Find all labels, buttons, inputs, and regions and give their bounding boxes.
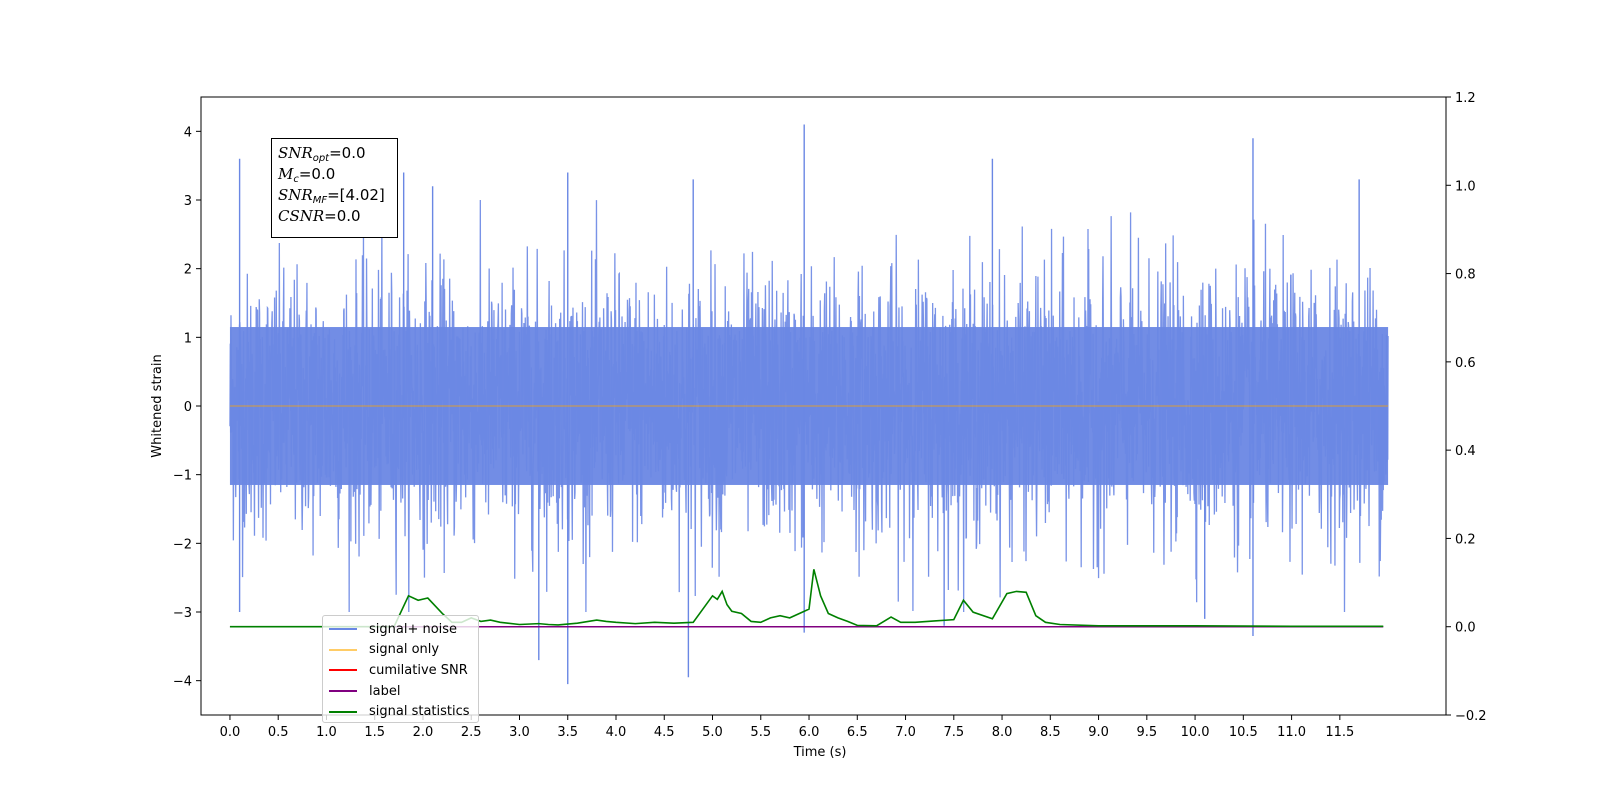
y-tick-label: 0 bbox=[184, 400, 192, 415]
legend-label: signal statistics bbox=[369, 704, 470, 720]
y-tick-label: −4 bbox=[173, 675, 192, 690]
legend-swatch-cumulative-snr bbox=[329, 669, 357, 672]
x-tick-label: 7.0 bbox=[895, 725, 916, 740]
x-tick-label: 5.0 bbox=[702, 725, 723, 740]
x-tick-label: 2.5 bbox=[461, 725, 482, 740]
legend-item-signal-only: signal only bbox=[329, 640, 472, 661]
legend-label: cumilative SNR bbox=[369, 662, 468, 678]
legend-item-signal-noise: signal+ noise bbox=[329, 619, 472, 640]
y-tick-label: −2 bbox=[173, 537, 192, 552]
x-tick-label: 8.5 bbox=[1040, 725, 1061, 740]
x-tick-label: 6.0 bbox=[799, 725, 820, 740]
legend-label: signal+ noise bbox=[369, 621, 458, 637]
x-axis-label: Time (s) bbox=[793, 745, 847, 760]
snr-mf-line: SNRMF=[4.02] bbox=[278, 186, 385, 206]
y2-tick-label: 0.0 bbox=[1455, 621, 1476, 636]
x-tick-label: 3.0 bbox=[509, 725, 530, 740]
x-tick-label: 7.5 bbox=[943, 725, 964, 740]
y2-tick-label: 0.6 bbox=[1455, 356, 1476, 371]
legend-label: signal only bbox=[369, 642, 440, 658]
y-tick-label: 1 bbox=[184, 331, 192, 346]
x-tick-label: 8.0 bbox=[992, 725, 1013, 740]
csnr-line: CSNR=0.0 bbox=[278, 207, 361, 225]
y2-tick-label: 0.4 bbox=[1455, 444, 1476, 459]
x-tick-label: 6.5 bbox=[847, 725, 868, 740]
x-tick-label: 10.5 bbox=[1229, 725, 1258, 740]
y-tick-label: 4 bbox=[184, 125, 192, 140]
y2-tick-label: 1.0 bbox=[1455, 179, 1476, 194]
x-tick-label: 10.0 bbox=[1181, 725, 1210, 740]
x-tick-label: 11.0 bbox=[1277, 725, 1306, 740]
y-axis-label: Whitened strain bbox=[150, 354, 165, 457]
x-tick-label: 0.5 bbox=[268, 725, 289, 740]
x-tick-label: 5.5 bbox=[750, 725, 771, 740]
snr-annotation-box: SNRopt=0.0 Mc=0.0 SNRMF=[4.02] CSNR=0.0 bbox=[271, 138, 398, 238]
x-tick-label: 1.5 bbox=[364, 725, 385, 740]
legend-item-cumulative-snr: cumilative SNR bbox=[329, 660, 472, 681]
x-tick-label: 9.0 bbox=[1088, 725, 1109, 740]
legend-label: label bbox=[369, 683, 401, 699]
y-tick-label: −1 bbox=[173, 469, 192, 484]
y-tick-label: −3 bbox=[173, 606, 192, 621]
y-tick-label: 3 bbox=[184, 194, 192, 209]
x-tick-label: 2.0 bbox=[413, 725, 434, 740]
legend-item-label: label bbox=[329, 681, 472, 702]
x-tick-label: 3.5 bbox=[557, 725, 578, 740]
plot-frame bbox=[200, 96, 1447, 716]
y2-tick-label: 0.2 bbox=[1455, 532, 1476, 547]
legend-swatch-signal-noise bbox=[329, 628, 357, 631]
y-tick-label: 2 bbox=[184, 263, 192, 278]
y2-tick-label: −0.2 bbox=[1455, 709, 1487, 724]
legend-swatch-signal-statistics bbox=[329, 710, 357, 713]
legend-swatch-signal-only bbox=[329, 648, 357, 651]
y2-tick-label: 0.8 bbox=[1455, 268, 1476, 283]
y2-tick-label: 1.2 bbox=[1455, 91, 1476, 106]
legend-swatch-label bbox=[329, 690, 357, 693]
legend-item-signal-statistics: signal statistics bbox=[329, 701, 472, 722]
legend: signal+ noise signal only cumilative SNR… bbox=[322, 615, 479, 723]
x-tick-label: 0.0 bbox=[220, 725, 241, 740]
snr-opt-line: SNRopt=0.0 bbox=[278, 144, 366, 164]
chirp-mass-line: Mc=0.0 bbox=[278, 165, 336, 185]
x-tick-label: 9.5 bbox=[1136, 725, 1157, 740]
x-tick-label: 11.5 bbox=[1325, 725, 1354, 740]
x-tick-label: 1.0 bbox=[316, 725, 337, 740]
x-tick-label: 4.0 bbox=[606, 725, 627, 740]
x-tick-label: 4.5 bbox=[654, 725, 675, 740]
